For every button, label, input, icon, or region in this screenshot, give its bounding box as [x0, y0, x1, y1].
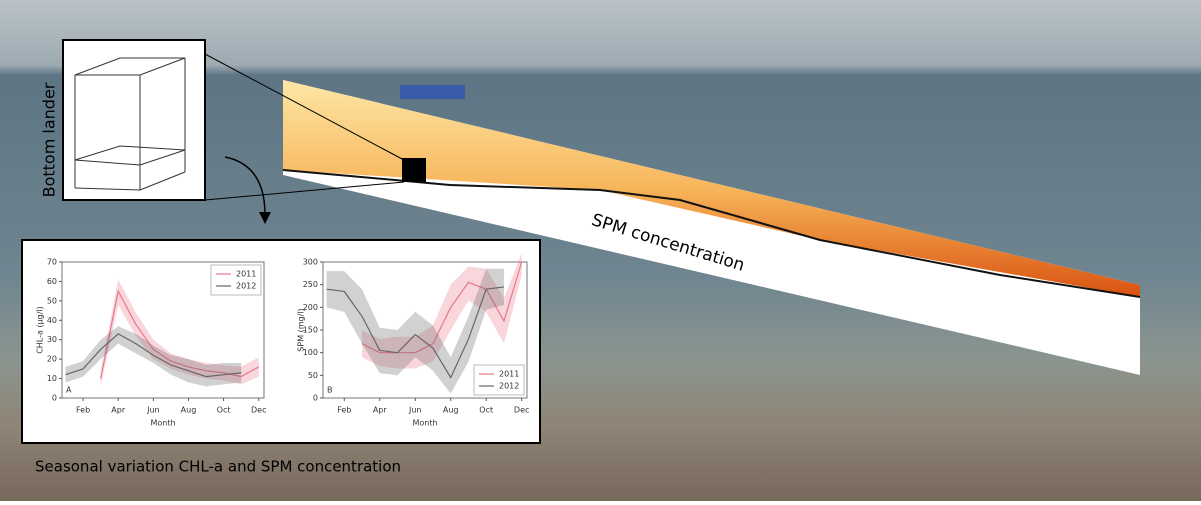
x-axis-label: Month	[150, 419, 175, 428]
line	[361, 261, 523, 354]
seabed-line	[282, 169, 1141, 298]
y-tick-label: 250	[303, 280, 318, 289]
legend-label: 2011	[236, 270, 256, 279]
y-tick-label: 100	[303, 348, 318, 357]
x-tick-label: Jun	[146, 406, 160, 415]
legend-box	[473, 364, 525, 396]
line	[65, 333, 242, 378]
zoom-line	[204, 53, 405, 161]
caption: Seasonal variation CHL-a and SPM concent…	[35, 458, 401, 476]
confidence-band	[362, 252, 522, 369]
x-tick-label: Oct	[479, 406, 493, 415]
x-axis-label: Month	[412, 419, 437, 428]
y-tick-label: 30	[47, 335, 57, 344]
legend-label: 2011	[499, 370, 519, 379]
x-tick-label: Dec	[514, 406, 529, 415]
lander-label: Bottom lander	[40, 82, 59, 197]
x-tick-label: Feb	[76, 406, 90, 415]
y-tick-label: 60	[47, 277, 57, 286]
legend-label: 2012	[499, 382, 519, 391]
panel-letter: B	[327, 386, 333, 395]
y-tick-label: 50	[308, 371, 318, 380]
line	[326, 286, 505, 379]
legend-box	[210, 264, 262, 296]
plot-area	[61, 261, 265, 399]
y-tick-label: 150	[303, 326, 318, 335]
x-tick-label: Oct	[217, 406, 231, 415]
lander-marker	[402, 158, 426, 182]
y-tick-label: 200	[303, 303, 318, 312]
y-tick-label: 0	[52, 394, 57, 403]
lander-sketch	[74, 57, 186, 191]
x-tick-label: Apr	[111, 406, 126, 415]
y-tick-label: 300	[303, 258, 318, 267]
confidence-band	[326, 268, 504, 394]
zoom-line	[204, 181, 405, 201]
y-tick-label: 70	[47, 258, 57, 267]
x-tick-label: Dec	[251, 406, 266, 415]
line	[100, 289, 260, 379]
y-tick-label: 0	[313, 394, 318, 403]
x-tick-label: Feb	[337, 406, 351, 415]
y-tick-label: 50	[47, 296, 57, 305]
lander-box	[62, 39, 206, 201]
x-tick-label: Apr	[373, 406, 388, 415]
legend-label: 2012	[236, 282, 256, 291]
x-tick-label: Aug	[181, 406, 197, 415]
ship	[400, 85, 465, 99]
y-tick-label: 20	[47, 355, 57, 364]
y-tick-label: 40	[47, 316, 57, 325]
transect-sediment	[283, 80, 1140, 297]
y-axis-label: CHL-a (µg/l)	[36, 306, 45, 354]
x-tick-label: Aug	[443, 406, 459, 415]
y-tick-label: 10	[47, 374, 57, 383]
x-tick-label: Jun	[408, 406, 422, 415]
arrow-head	[259, 212, 271, 224]
y-axis-label: SPM (mg/l)	[297, 308, 306, 351]
arrow	[224, 156, 266, 216]
panel-letter: A	[66, 386, 72, 395]
